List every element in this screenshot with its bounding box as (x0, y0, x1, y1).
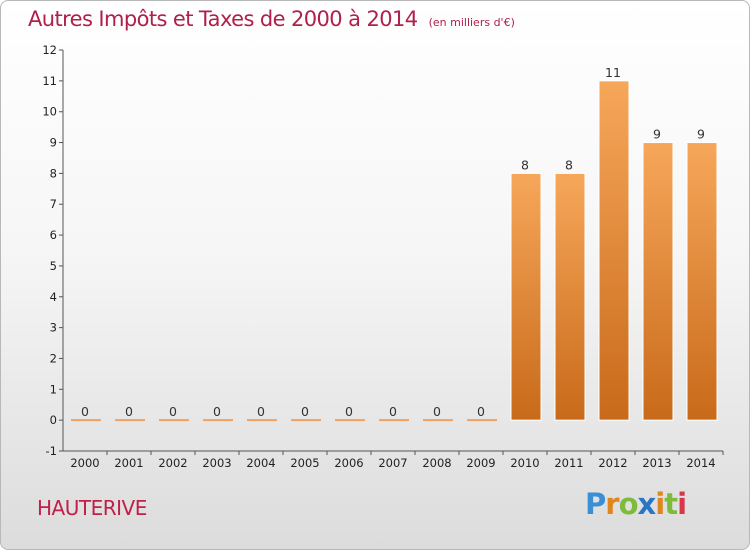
data-label: 8 (565, 157, 573, 172)
data-label: 0 (345, 404, 353, 419)
data-label: 0 (257, 404, 265, 419)
y-tick-label: 1 (50, 382, 57, 396)
logo-letter: o (618, 487, 639, 521)
y-tick-label: 4 (50, 290, 57, 304)
x-tick-label: 2014 (686, 456, 715, 470)
data-label: 0 (81, 404, 89, 419)
y-tick-label: 5 (50, 259, 57, 273)
data-label: 9 (697, 127, 705, 142)
data-label: 8 (521, 157, 529, 172)
data-label: 0 (389, 404, 397, 419)
data-label: 0 (477, 404, 485, 419)
bar (686, 142, 718, 421)
y-tick-label: 12 (42, 43, 57, 57)
y-tick-label: 10 (42, 105, 57, 119)
y-tick-label: -1 (46, 444, 57, 458)
x-tick-label: 2000 (70, 456, 99, 470)
x-tick-label: 2004 (246, 456, 275, 470)
logo-letter: i (677, 487, 687, 521)
bar (554, 172, 586, 421)
logo-letter: t (664, 487, 678, 521)
x-tick-label: 2003 (202, 456, 231, 470)
data-label: 0 (301, 404, 309, 419)
x-tick-label: 2002 (158, 456, 187, 470)
chart-title-main: Autres Impôts et Taxes de 2000 à 2014 (28, 7, 418, 31)
x-tick-label: 2009 (466, 456, 495, 470)
data-label: 11 (605, 65, 621, 80)
logo-letter: P (585, 487, 606, 521)
place-name: HAUTERIVE (37, 496, 147, 520)
data-label: 0 (125, 404, 133, 419)
y-tick-label: 6 (50, 228, 57, 242)
y-tick-label: 11 (42, 74, 57, 88)
proxiti-logo: Proxiti (585, 487, 687, 521)
bar (510, 172, 542, 421)
chart-title: Autres Impôts et Taxes de 2000 à 2014 (e… (28, 7, 515, 31)
logo-letter: x (637, 487, 657, 521)
chart-title-unit: (en milliers d'€) (428, 16, 515, 29)
x-tick-label: 2012 (598, 456, 627, 470)
x-tick-label: 2007 (378, 456, 407, 470)
y-tick-label: 3 (50, 321, 57, 335)
x-tick-label: 2001 (114, 456, 143, 470)
y-tick-label: 7 (50, 197, 57, 211)
logo-letter: r (605, 487, 619, 521)
y-tick-label: 0 (50, 413, 57, 427)
logo-letter: i (655, 487, 665, 521)
data-label: 0 (213, 404, 221, 419)
bar (598, 80, 630, 421)
x-tick-label: 2010 (510, 456, 539, 470)
y-tick-label: 9 (50, 136, 57, 150)
y-tick-label: 8 (50, 166, 57, 180)
data-label: 9 (653, 127, 661, 142)
x-tick-label: 2006 (334, 456, 363, 470)
x-tick-label: 2005 (290, 456, 319, 470)
x-tick-label: 2011 (554, 456, 583, 470)
x-tick-label: 2013 (642, 456, 671, 470)
data-label: 0 (433, 404, 441, 419)
x-tick-label: 2008 (422, 456, 451, 470)
y-tick-label: 2 (50, 351, 57, 365)
bar (642, 142, 674, 421)
data-label: 0 (169, 404, 177, 419)
